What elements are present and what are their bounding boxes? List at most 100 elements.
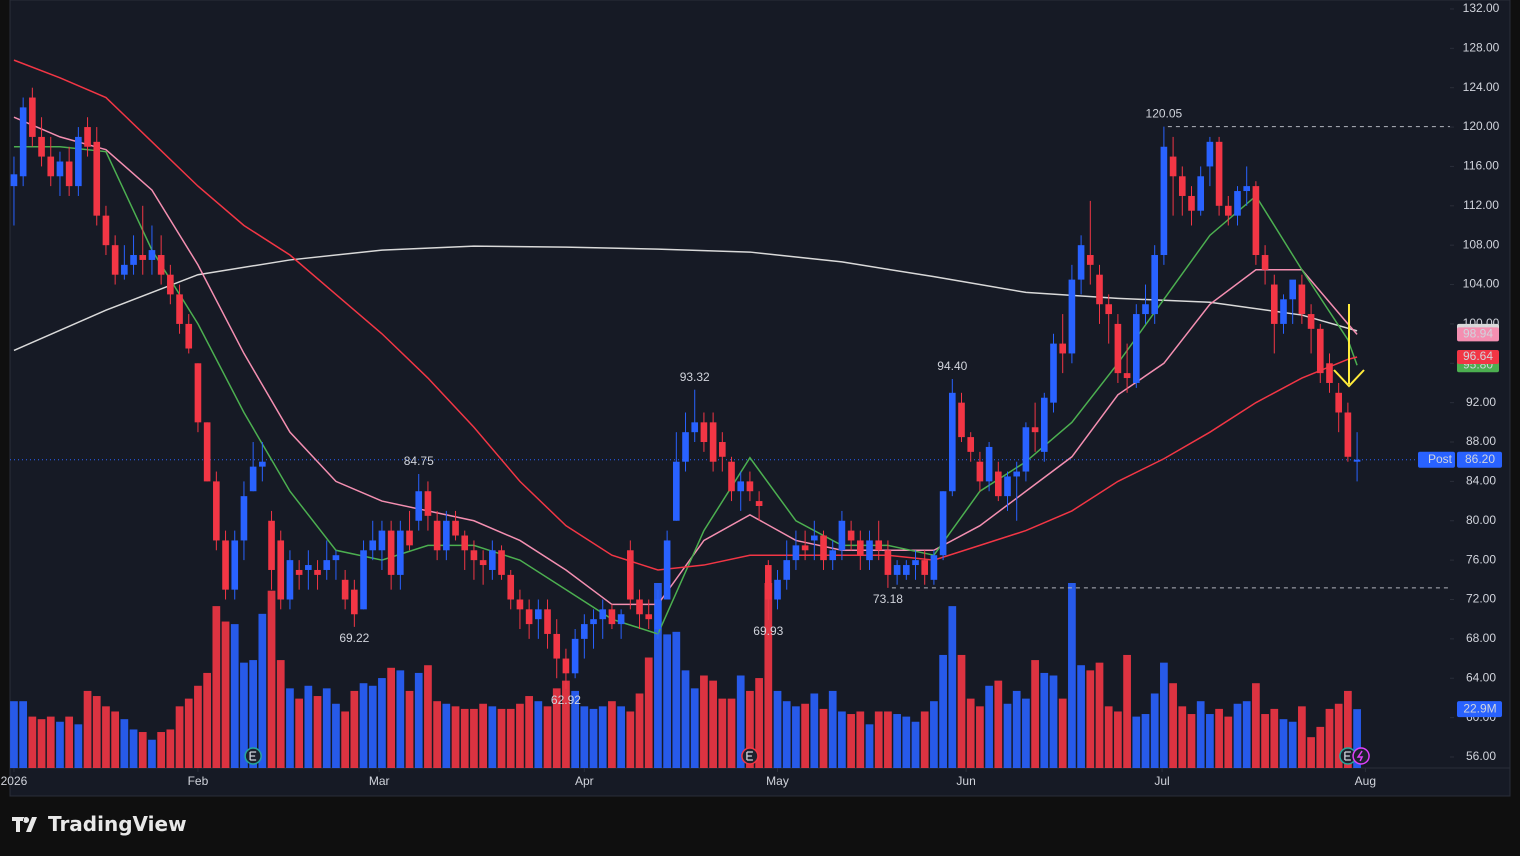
candle-body bbox=[811, 535, 818, 541]
volume-bar bbox=[727, 698, 736, 768]
volume-bar bbox=[488, 706, 497, 768]
x-tick-label: Apr bbox=[575, 774, 594, 788]
volume-bar bbox=[534, 701, 543, 768]
volume-bar bbox=[902, 716, 911, 768]
candle-body bbox=[1197, 176, 1205, 211]
price-annotation: 120.05 bbox=[1146, 107, 1183, 121]
candle-body bbox=[562, 658, 570, 674]
volume-bar bbox=[571, 690, 579, 768]
volume-bar bbox=[874, 711, 883, 768]
candle-body bbox=[249, 466, 257, 492]
candle-body bbox=[1086, 255, 1094, 265]
volume-bar bbox=[543, 706, 552, 768]
marks: 56.0060.0064.0068.0072.0076.0080.0084.00… bbox=[1, 1, 1502, 788]
candle-body bbox=[19, 107, 27, 177]
candle-body bbox=[111, 245, 119, 275]
volume-bar bbox=[74, 724, 83, 768]
ma-value-tag bbox=[1457, 349, 1499, 364]
volume-bar bbox=[1353, 709, 1361, 768]
candle-body bbox=[774, 579, 781, 600]
earnings-icon bbox=[741, 747, 759, 765]
volume-bar bbox=[405, 690, 414, 768]
volume-bar bbox=[1196, 701, 1205, 768]
volume-bar bbox=[378, 678, 386, 768]
price-annotation: 94.40 bbox=[937, 359, 967, 373]
volume-bar bbox=[424, 665, 432, 768]
candle-body bbox=[332, 555, 340, 561]
volume-bar bbox=[644, 657, 653, 768]
candle-body bbox=[994, 471, 1002, 497]
volume-bar bbox=[1095, 662, 1104, 768]
volume-bar bbox=[203, 672, 212, 768]
candle-body bbox=[148, 250, 156, 260]
candle-body bbox=[636, 599, 643, 615]
volume-bar bbox=[1316, 726, 1325, 768]
volume-bar bbox=[368, 685, 377, 768]
y-tick-label: 56.00 bbox=[1466, 749, 1496, 763]
candle-body bbox=[433, 520, 441, 551]
volume-bar bbox=[516, 703, 524, 768]
last-price-tag bbox=[1457, 451, 1502, 468]
volume-bar bbox=[506, 708, 515, 768]
volume-bar bbox=[240, 662, 248, 768]
volume-bar bbox=[304, 685, 313, 768]
candle-body bbox=[38, 136, 45, 157]
volume-bar bbox=[83, 690, 92, 768]
volume-bar bbox=[838, 711, 846, 768]
volume-bar bbox=[258, 613, 267, 768]
volume-tag-label: 22.9M bbox=[1463, 701, 1496, 715]
volume-bar bbox=[1233, 703, 1242, 768]
volume-bar bbox=[617, 706, 625, 768]
volume-bar bbox=[1279, 719, 1288, 768]
candle-body bbox=[893, 565, 901, 575]
candle-body bbox=[47, 156, 55, 177]
volume-bar bbox=[221, 621, 230, 768]
volume-bar bbox=[1288, 721, 1297, 768]
candle-body bbox=[921, 560, 929, 575]
volume-bar bbox=[773, 690, 782, 768]
candle-body bbox=[967, 437, 975, 452]
candle-body bbox=[912, 560, 919, 566]
candle-body bbox=[654, 599, 662, 630]
candle-body bbox=[1178, 176, 1186, 196]
candle-body bbox=[185, 323, 193, 349]
volume-bar bbox=[332, 703, 340, 768]
volume-bar bbox=[433, 701, 441, 768]
volume-bar bbox=[957, 654, 966, 768]
candle-body bbox=[1224, 205, 1232, 216]
x-tick-label: 2026 bbox=[1, 774, 28, 788]
candle-body bbox=[645, 614, 653, 620]
candle-body bbox=[1169, 156, 1177, 177]
candle-body bbox=[608, 609, 616, 625]
volume-bar bbox=[663, 634, 671, 768]
y-tick-label: 124.00 bbox=[1463, 80, 1500, 94]
candle-body bbox=[1243, 186, 1251, 192]
volume-bar bbox=[976, 706, 984, 768]
candle-body bbox=[194, 363, 202, 423]
volume-bar bbox=[46, 716, 55, 768]
candle-body bbox=[820, 535, 827, 561]
volume-bar bbox=[249, 660, 258, 768]
volume-bar bbox=[1012, 690, 1021, 768]
volume-bar bbox=[764, 583, 773, 768]
x-tick-label: Feb bbox=[188, 774, 209, 788]
volume-bar bbox=[286, 688, 294, 768]
candle-body bbox=[1123, 373, 1131, 379]
candle-body bbox=[544, 609, 551, 634]
post-tag bbox=[1418, 451, 1455, 468]
volume-bar bbox=[157, 732, 166, 768]
volume-bar bbox=[396, 670, 405, 768]
volume-bar bbox=[497, 708, 506, 768]
split-icon bbox=[1352, 747, 1370, 765]
volume-bar bbox=[608, 701, 616, 768]
price-annotation: 84.75 bbox=[404, 454, 434, 468]
y-tick-label: 68.00 bbox=[1466, 631, 1496, 645]
volume-bar bbox=[865, 724, 874, 768]
candle-body bbox=[378, 530, 386, 551]
candle-body bbox=[452, 520, 459, 536]
candle-body bbox=[1215, 141, 1223, 206]
y-tick-label: 64.00 bbox=[1466, 670, 1496, 684]
candle-body bbox=[360, 550, 367, 610]
volume-bar bbox=[1325, 708, 1334, 768]
candle-body bbox=[259, 461, 266, 467]
